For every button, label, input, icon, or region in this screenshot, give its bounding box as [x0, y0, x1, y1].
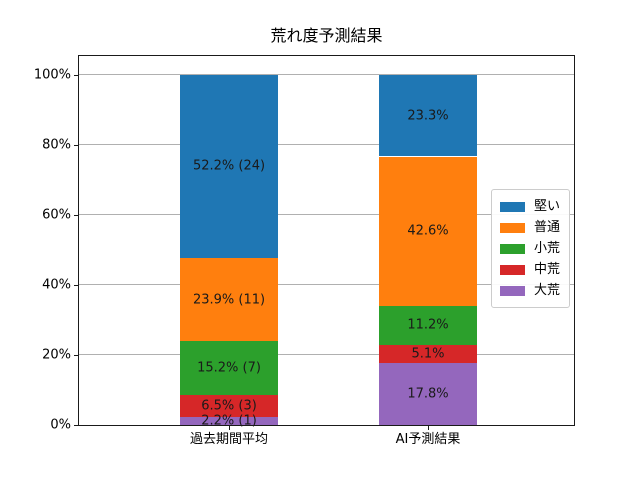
gridline — [79, 73, 574, 75]
bar-segment-label: 52.2% (24) — [192, 158, 266, 174]
y-tick-mark — [74, 74, 78, 76]
x-tick-label: AI予測結果 — [395, 432, 461, 447]
y-tick-label: 20% — [42, 347, 71, 363]
bar-segment — [180, 341, 278, 395]
y-tick-mark — [74, 214, 78, 216]
legend-item-label: 中荒 — [534, 262, 561, 277]
y-tick-mark — [74, 284, 78, 286]
bar-segment — [379, 305, 477, 345]
bar-segment — [180, 74, 278, 258]
bar-segment-label: 11.2% — [407, 317, 449, 333]
y-tick-label: 60% — [42, 207, 71, 223]
bar-segment-label: 23.3% — [407, 108, 449, 124]
legend-swatch — [500, 264, 525, 275]
bar-segment — [379, 362, 477, 425]
y-tick-mark — [74, 144, 78, 146]
bar-segment-label: 15.2% (7) — [197, 360, 261, 376]
legend-item-label: 小荒 — [534, 241, 561, 256]
legend-swatch — [500, 243, 525, 254]
x-tick-label: 過去期間平均 — [189, 432, 269, 447]
bar-segment — [180, 394, 278, 418]
gridline — [79, 283, 574, 285]
bar-segment-label: 2.2% (1) — [201, 413, 257, 429]
legend-item-label: 普通 — [534, 220, 561, 235]
gridline — [79, 143, 574, 145]
legend: 堅い普通小荒中荒大荒 — [491, 189, 571, 308]
bar-segment-label: 42.6% — [407, 223, 449, 239]
bar-segment-label: 6.5% (3) — [201, 398, 257, 414]
bar-segment — [379, 344, 477, 363]
chart-title: 荒れ度予測結果 — [270, 26, 383, 45]
gridline — [79, 353, 574, 355]
legend-item: 堅い — [500, 196, 560, 217]
y-tick-label: 100% — [33, 67, 71, 83]
legend-swatch — [500, 222, 525, 233]
legend-item-label: 堅い — [534, 199, 561, 214]
x-tick-mark — [428, 426, 429, 430]
bar-segment — [180, 257, 278, 342]
legend-swatch — [500, 201, 525, 212]
bar-segment — [180, 417, 278, 425]
legend-item: 大荒 — [500, 280, 560, 301]
y-tick-mark — [74, 354, 78, 356]
bar-segment-label: 17.8% — [407, 386, 449, 402]
legend-swatch — [500, 285, 525, 296]
legend-item: 普通 — [500, 217, 560, 238]
bar-segment-label: 5.1% — [411, 346, 445, 362]
legend-item: 中荒 — [500, 259, 560, 280]
x-tick-mark — [229, 426, 230, 430]
legend-item-label: 大荒 — [534, 283, 561, 298]
y-tick-label: 40% — [42, 277, 71, 293]
y-tick-label: 0% — [50, 417, 71, 433]
gridline — [79, 213, 574, 215]
bar-segment — [379, 74, 477, 157]
bar-segment — [379, 156, 477, 306]
y-tick-label: 80% — [42, 137, 71, 153]
bar-segment-label: 23.9% (11) — [192, 292, 266, 307]
legend-item: 小荒 — [500, 238, 560, 259]
y-tick-mark — [74, 425, 78, 426]
